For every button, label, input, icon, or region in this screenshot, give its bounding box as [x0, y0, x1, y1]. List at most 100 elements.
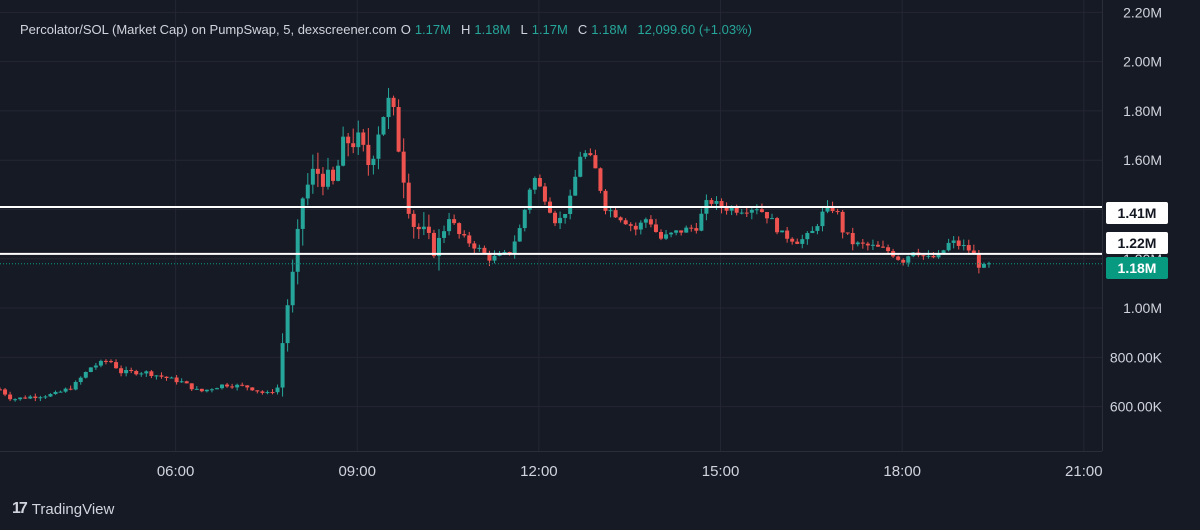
x-tick-label: 12:00	[520, 463, 558, 480]
candle-body	[270, 392, 275, 394]
candle-body	[58, 391, 63, 393]
candle-body	[966, 245, 971, 251]
candle-body	[951, 240, 956, 243]
candle-body	[88, 367, 93, 372]
candle-body	[33, 396, 38, 399]
candle-body	[901, 259, 906, 263]
candle-body	[956, 240, 961, 246]
candle-body	[240, 384, 245, 386]
candle-body	[512, 241, 517, 254]
candle-body	[280, 343, 285, 388]
x-tick-label: 18:00	[883, 463, 921, 480]
candle-body	[749, 209, 754, 213]
candle-body	[775, 218, 780, 233]
candle-body	[714, 201, 719, 204]
candle-body	[184, 381, 189, 384]
candle-body	[664, 234, 669, 239]
candle-body	[53, 391, 58, 395]
candle-body	[336, 165, 341, 181]
candle-body	[144, 371, 149, 374]
candle-body	[467, 235, 472, 244]
y-tick-label: 2.20M	[1123, 4, 1162, 20]
hline-price-tag-lower[interactable]: 1.22M	[1106, 232, 1168, 254]
x-tick-label: 09:00	[338, 463, 376, 480]
change-value: 12,099.60 (+1.03%)	[637, 22, 752, 37]
candle-body	[341, 136, 346, 166]
candle-body	[230, 386, 235, 388]
candle-body	[719, 201, 724, 208]
candle-body	[583, 153, 588, 157]
candle-body	[648, 219, 653, 225]
close-value: 1.18M	[591, 22, 628, 37]
candle-body	[684, 227, 689, 233]
candle-body	[472, 243, 477, 249]
candle-body	[290, 271, 295, 306]
candle-body	[442, 231, 447, 238]
candle-body	[315, 168, 320, 174]
candle-body	[159, 375, 164, 377]
candle-body	[593, 155, 598, 169]
candle-body	[860, 242, 865, 244]
candle-body	[658, 231, 663, 239]
open-value: 1.17M	[414, 22, 451, 37]
candle-body	[114, 362, 119, 369]
candle-body	[250, 387, 255, 391]
candle-body	[724, 207, 729, 211]
candle-body	[588, 153, 593, 156]
candle-body	[199, 388, 204, 392]
last-price-tag: 1.18M	[1106, 257, 1168, 279]
candle-body	[502, 252, 507, 254]
low-value: 1.17M	[531, 22, 568, 37]
symbol-title: Percolator/SOL (Market Cap) on PumpSwap,…	[20, 22, 397, 37]
candle-body	[48, 394, 53, 397]
candle-body	[613, 210, 618, 218]
candle-body	[366, 144, 371, 166]
candle-body	[38, 397, 43, 399]
high-label: H	[460, 22, 471, 37]
candle-body	[164, 376, 169, 379]
candle-body	[734, 207, 739, 213]
candle-body	[527, 189, 532, 210]
candle-body	[669, 232, 674, 235]
x-tick-label: 06:00	[157, 463, 195, 480]
candle-body	[154, 375, 159, 377]
candle-body	[976, 253, 981, 268]
candle-body	[320, 173, 325, 187]
candle-body	[134, 371, 139, 375]
y-tick-label: 1.00M	[1123, 300, 1162, 316]
candle-body	[542, 186, 547, 202]
candle-body	[764, 212, 769, 219]
candle-body	[426, 226, 431, 233]
candle-body	[573, 176, 578, 196]
candle-body	[936, 253, 941, 258]
candle-body	[13, 399, 18, 401]
candle-body	[805, 233, 810, 240]
candle-body	[325, 169, 330, 187]
candle-body	[896, 256, 901, 260]
candle-body	[391, 97, 396, 107]
candle-body	[633, 225, 638, 230]
candle-body	[331, 169, 336, 181]
candle-body	[189, 383, 194, 390]
candle-body	[981, 263, 986, 268]
candle-body	[28, 396, 33, 399]
candle-body	[396, 106, 401, 152]
candle-body	[457, 223, 462, 235]
candle-body	[129, 370, 134, 372]
candle-body	[0, 389, 2, 391]
candle-body	[235, 384, 240, 388]
candle-body	[204, 389, 209, 392]
tradingview-branding[interactable]: 17 TradingView	[12, 500, 114, 518]
candle-body	[169, 377, 174, 379]
hline-price-tag-upper[interactable]: 1.41M	[1106, 202, 1168, 224]
candle-body	[865, 243, 870, 246]
candle-body	[674, 230, 679, 233]
candle-body	[578, 156, 583, 177]
candle-body	[961, 245, 966, 247]
candle-body	[770, 218, 775, 220]
candle-body	[421, 226, 426, 230]
candle-body	[401, 151, 406, 183]
candle-body	[255, 390, 260, 392]
